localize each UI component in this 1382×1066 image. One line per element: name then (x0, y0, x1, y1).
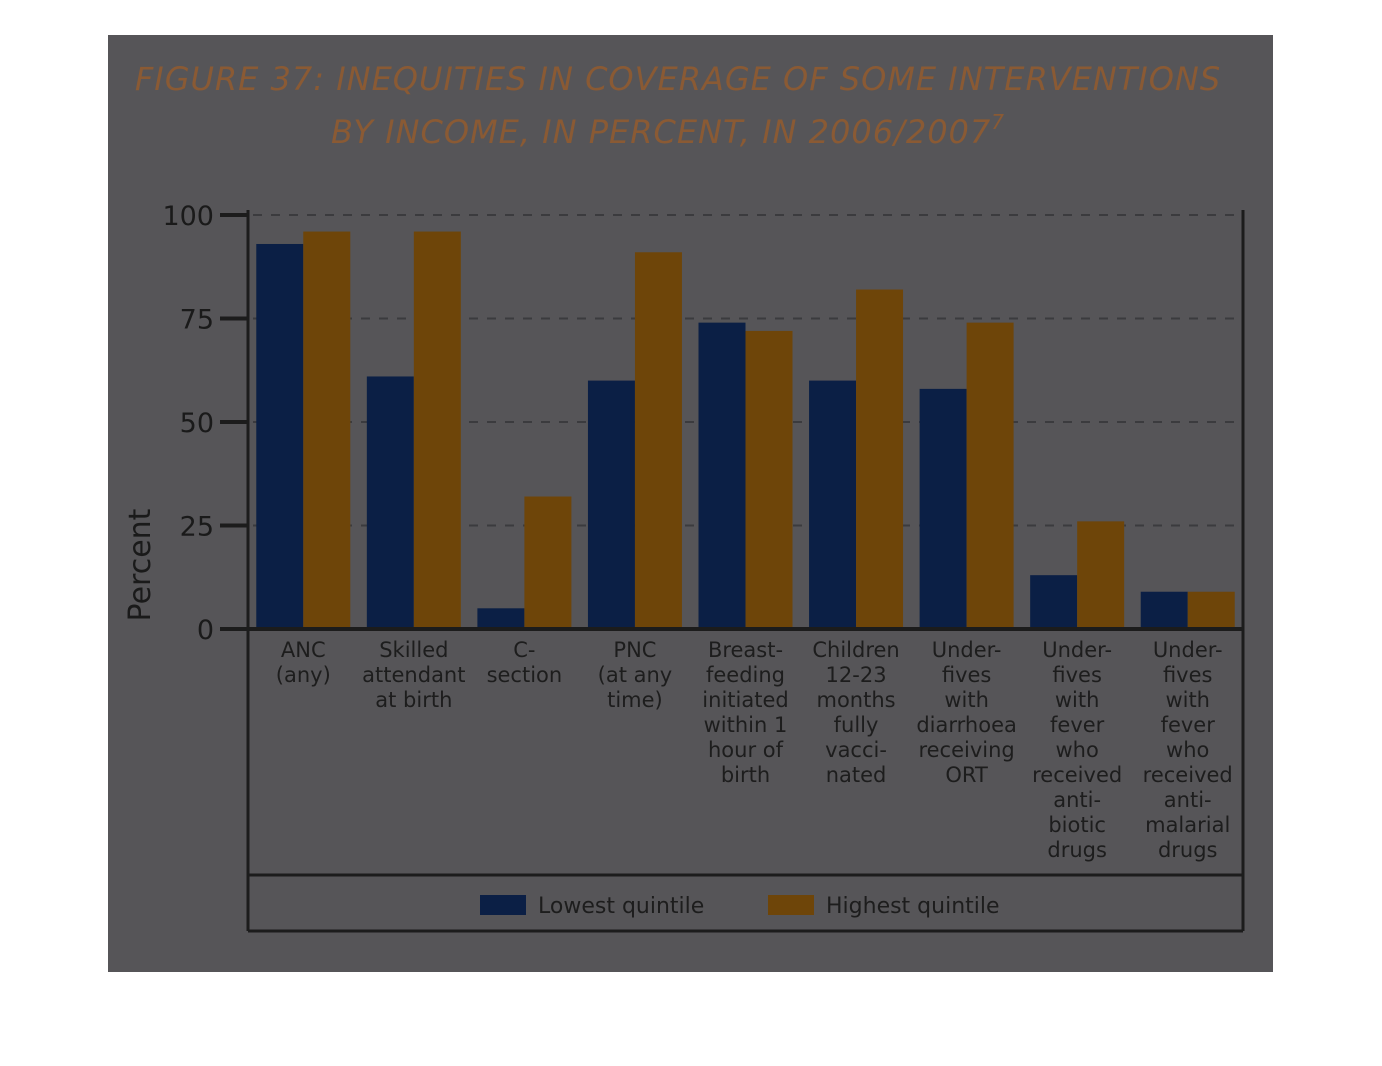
bar-lowest-0 (256, 243, 304, 630)
category-label-1-line-1: attendant (362, 663, 465, 687)
bar-highest-3 (634, 252, 682, 629)
category-label-4-line-1: feeding (706, 663, 785, 687)
category-label-8-line-4: who (1166, 738, 1209, 762)
category-label-8-line-5: received (1143, 763, 1233, 787)
bar-highest-6 (966, 322, 1014, 629)
chart-title-line-2: BY INCOME, IN PERCENT, IN 2006/20077 (331, 110, 1005, 151)
category-label-6-line-4: receiving (918, 738, 1014, 762)
bar-lowest-2 (477, 608, 525, 629)
y-tick-label-25: 25 (180, 512, 214, 543)
bar-highest-7 (1077, 521, 1125, 629)
category-label-7-line-3: fever (1050, 713, 1105, 737)
category-label-1-line-2: at birth (375, 688, 452, 712)
y-ticks: 0 25 50 75 100 (162, 201, 248, 646)
category-label-3-line-0: PNC (613, 638, 656, 662)
bar-lowest-8 (1140, 591, 1188, 629)
category-label-2-line-0: C- (513, 638, 535, 662)
chart-title-line-1: FIGURE 37: INEQUITIES IN COVERAGE OF SOM… (135, 60, 1221, 98)
category-label-3-line-1: (at any (598, 663, 673, 687)
category-label-4-line-2: initiated (702, 688, 788, 712)
category-label-7-line-7: biotic (1048, 813, 1106, 837)
category-label-1-line-0: Skilled (379, 638, 448, 662)
chart-title-superscript: 7 (991, 110, 1005, 134)
category-label-5-line-1: 12-23 (826, 663, 887, 687)
bar-highest-4 (745, 330, 793, 629)
y-tick-label-50: 50 (180, 408, 214, 439)
bar-lowest-4 (698, 322, 746, 629)
category-label-7-line-6: anti- (1053, 788, 1101, 812)
y-tick-label-75: 75 (180, 305, 214, 336)
category-label-5-line-2: months (817, 688, 896, 712)
bar-highest-2 (524, 496, 572, 629)
category-label-6-line-3: diarrhoea (916, 713, 1017, 737)
y-axis-label: Percent (123, 508, 158, 621)
category-label-7-line-5: received (1032, 763, 1122, 787)
bar-lowest-1 (366, 376, 414, 629)
bar-highest-8 (1187, 591, 1235, 629)
category-label-7-line-4: who (1055, 738, 1098, 762)
category-label-4-line-0: Breast- (708, 638, 783, 662)
legend-swatch-1 (768, 895, 814, 915)
bar-highest-0 (303, 231, 351, 629)
legend-label-0: Lowest quintile (538, 894, 704, 919)
axes (246, 210, 1245, 933)
category-label-7-line-8: drugs (1047, 838, 1107, 862)
bar-highest-1 (413, 231, 461, 629)
category-label-8-line-6: anti- (1164, 788, 1212, 812)
category-label-0-line-0: ANC (281, 638, 326, 662)
category-label-6-line-5: ORT (945, 763, 988, 787)
category-label-0-line-1: (any) (276, 663, 331, 687)
category-label-7-line-1: fives (1052, 663, 1102, 687)
bar-lowest-3 (587, 380, 635, 629)
bars (256, 231, 1235, 630)
legend-label-1: Highest quintile (826, 894, 1000, 919)
category-label-8-line-8: drugs (1158, 838, 1218, 862)
y-tick-label-100: 100 (162, 201, 214, 232)
category-label-4-line-5: birth (721, 763, 770, 787)
category-label-5-line-4: vacci- (825, 738, 887, 762)
category-label-6-line-1: fives (942, 663, 992, 687)
category-label-4-line-3: within 1 (704, 713, 788, 737)
category-label-8-line-0: Under- (1153, 638, 1223, 662)
category-label-6-line-0: Under- (932, 638, 1002, 662)
legend-swatch-0 (480, 895, 526, 915)
bar-lowest-7 (1030, 575, 1078, 629)
chart-title-text: BY INCOME, IN PERCENT, IN 2006/2007 (331, 113, 991, 151)
category-label-8-line-3: fever (1161, 713, 1216, 737)
bar-chart: FIGURE 37: INEQUITIES IN COVERAGE OF SOM… (123, 60, 1245, 933)
category-label-7-line-0: Under- (1042, 638, 1112, 662)
category-label-5-line-3: fully (834, 713, 879, 737)
category-label-6-line-2: with (944, 688, 989, 712)
figure-panel: FIGURE 37: INEQUITIES IN COVERAGE OF SOM… (108, 35, 1273, 972)
category-label-3-line-2: time) (607, 688, 663, 712)
category-label-4-line-4: hour of (708, 738, 784, 762)
category-label-8-line-7: malarial (1145, 813, 1230, 837)
category-label-7-line-2: with (1055, 688, 1100, 712)
category-label-8-line-2: with (1165, 688, 1210, 712)
bar-highest-5 (856, 289, 904, 629)
bar-lowest-5 (809, 380, 857, 629)
category-label-5-line-0: Children (812, 638, 899, 662)
bar-lowest-6 (919, 388, 967, 629)
category-label-8-line-1: fives (1163, 663, 1213, 687)
legend: Lowest quintile Highest quintile (480, 894, 1000, 919)
y-tick-label-0: 0 (197, 615, 214, 646)
category-label-5-line-5: nated (826, 763, 887, 787)
category-label-2-line-1: section (487, 663, 563, 687)
